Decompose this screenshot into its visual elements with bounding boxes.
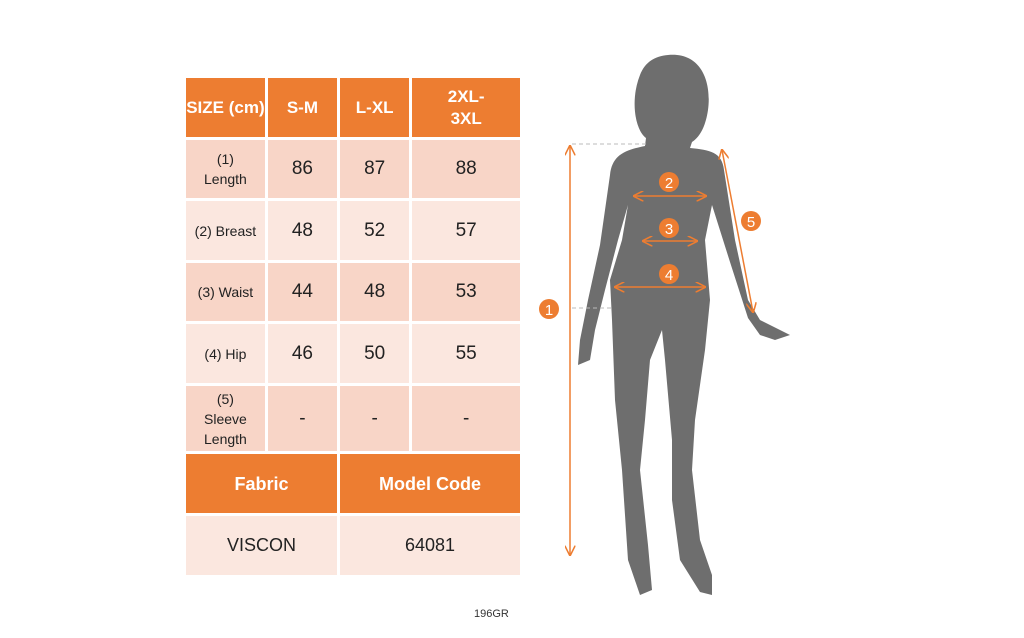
cell: 53: [409, 260, 523, 324]
table-row: (5) Sleeve Length - - -: [183, 383, 523, 454]
row-label: (5) Sleeve Length: [183, 383, 268, 454]
marker-2: 2: [659, 172, 679, 192]
cell: 52: [337, 198, 413, 263]
marker-3: 3: [659, 218, 679, 238]
silhouette: [578, 54, 790, 595]
cell: 48: [337, 260, 413, 324]
header-size: SIZE (cm): [183, 75, 268, 140]
marker-5: 5: [741, 211, 761, 231]
marker-4: 4: [659, 264, 679, 284]
header-l-xl: L-XL: [337, 75, 413, 140]
cell: 48: [264, 198, 341, 263]
cell: 44: [264, 260, 341, 324]
cell: -: [337, 383, 413, 454]
size-table: SIZE (cm) S-M L-XL 2XL- 3XL (1) Length 8…: [182, 75, 523, 578]
svg-text:4: 4: [665, 267, 673, 284]
row-label: (1) Length: [183, 137, 268, 201]
table-row: (1) Length 86 87 88: [183, 137, 523, 201]
row-label: (3) Waist: [183, 260, 268, 324]
header-s-m: S-M: [264, 75, 341, 140]
table-row: (4) Hip 46 50 55: [183, 321, 523, 386]
row-label: (4) Hip: [183, 321, 268, 386]
svg-text:1: 1: [545, 302, 553, 319]
cell: 55: [409, 321, 523, 386]
fabric-header: Fabric: [182, 451, 341, 516]
svg-text:2: 2: [665, 175, 673, 192]
marker-1: 1: [539, 299, 559, 319]
header-2xl-3xl: 2XL- 3XL: [409, 75, 523, 140]
table-row: (2) Breast 48 52 57: [183, 198, 523, 263]
cell: 86: [264, 137, 341, 201]
cell: 87: [337, 137, 413, 201]
cell: 88: [409, 137, 523, 201]
fabric-value: VISCON: [182, 513, 341, 578]
cell: -: [409, 383, 523, 454]
svg-text:5: 5: [747, 214, 755, 231]
table-row: (3) Waist 44 48 53: [183, 260, 523, 324]
model-code-value: 64081: [337, 513, 523, 578]
product-code: 196GR: [474, 608, 509, 620]
cell: 57: [409, 198, 523, 263]
cell: 46: [264, 321, 341, 386]
row-label: (2) Breast: [183, 198, 268, 263]
svg-text:3: 3: [665, 221, 673, 238]
model-code-header: Model Code: [337, 451, 523, 516]
cell: 50: [337, 321, 413, 386]
cell: -: [264, 383, 341, 454]
